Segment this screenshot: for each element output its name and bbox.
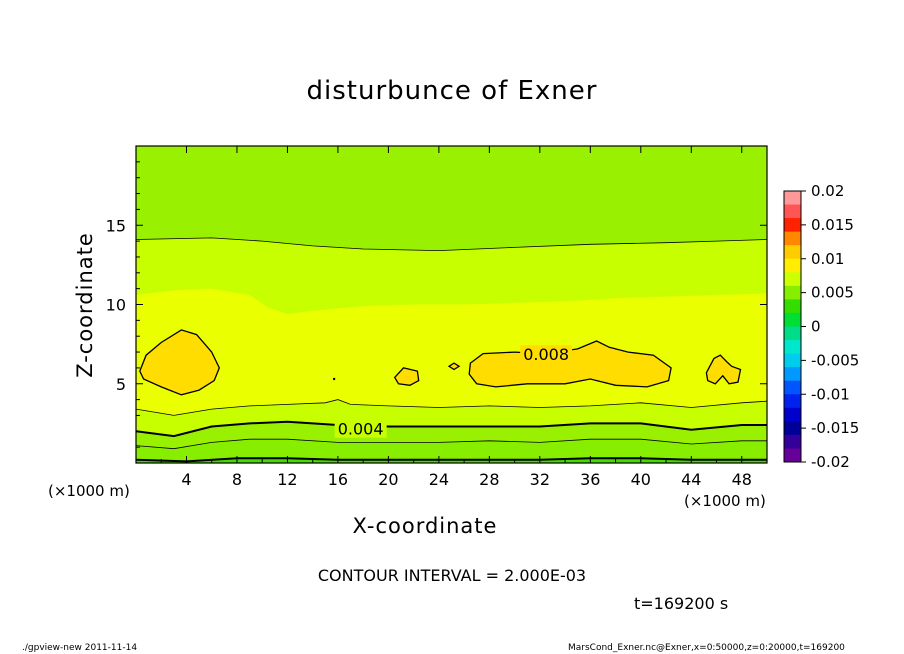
colorbar-label-0: 0 (811, 318, 821, 336)
y-axis: 5 10 15 (106, 161, 767, 448)
colorbar: 0.02 0.015 0.01 0.005 0 -0.005 -0.01 -0.015 -0.0… (783, 182, 859, 471)
footer-left: ./gpview-new 2011-11-14 (22, 643, 138, 653)
y-tick-label-10: 10 (106, 296, 126, 315)
contour-interval: CONTOUR INTERVAL = 2.000E-03 (317, 566, 587, 585)
colorbar-swatch (784, 204, 801, 219)
contour-line-0.004-upper (136, 237, 767, 252)
colorbar-swatch (784, 326, 801, 341)
x-tick-label-8: 8 (232, 470, 242, 489)
x-tick-label-32: 32 (530, 470, 550, 489)
colorbar-swatch (784, 258, 801, 273)
colorbar-label-0.015: 0.015 (811, 216, 854, 234)
colorbar-swatch (784, 245, 801, 260)
colorbar-swatch (784, 231, 801, 246)
x-tick-label-40: 40 (631, 470, 651, 489)
contour-0.008-region (447, 362, 461, 371)
colorbar-swatch (784, 353, 801, 368)
x-tick-label-28: 28 (479, 470, 499, 489)
chart-title: disturbunce of Exner (306, 76, 598, 106)
colorbar-swatch (784, 191, 801, 206)
contour-0.008-region (705, 354, 742, 385)
band-lower-0.000 (136, 439, 767, 463)
y-tick-label-5: 5 (116, 375, 126, 394)
x-tick-label-24: 24 (429, 470, 449, 489)
x-tick-label-20: 20 (378, 470, 398, 489)
x-axis: 4 8 12 16 20 24 28 32 36 40 44 48 (160, 146, 752, 489)
x-tick-label-36: 36 (580, 470, 600, 489)
colorbar-label--0.015: -0.015 (811, 419, 859, 437)
colorbar-label-0.005: 0.005 (811, 284, 854, 302)
contour-line-0.002-lower (136, 438, 767, 450)
contour-line-0.006-lower (136, 399, 767, 416)
colorbar-swatch (784, 421, 801, 436)
contour-0.008-region (139, 329, 221, 396)
contour-0.008-region (393, 367, 420, 386)
colorbar-swatch (784, 380, 801, 395)
x-axis-label: X-coordinate (352, 514, 498, 538)
footer-right: MarsCond_Exner.nc@Exner,x=0:50000,z=0:20… (568, 643, 845, 653)
x-tick-label-16: 16 (328, 470, 348, 489)
colorbar-swatch (784, 312, 801, 327)
contour-0.008-speck (332, 377, 336, 381)
contour-label-bg (334, 419, 387, 438)
colorbar-label--0.01: -0.01 (811, 385, 850, 403)
colorbar-label-0.01: 0.01 (811, 250, 844, 268)
y-axis-label: Z-coordinate (73, 232, 97, 378)
colorbar-label--0.02: -0.02 (811, 453, 850, 471)
plot-area: 0.008 0.004 (136, 146, 767, 463)
x-tick-label-4: 4 (181, 470, 191, 489)
colorbar-swatch (784, 218, 801, 233)
colorbar-swatch (784, 407, 801, 422)
x-unit-label-left: (×1000 m) (48, 482, 130, 500)
contour-label-0.004: 0.004 (338, 420, 384, 439)
colorbar-swatch (784, 272, 801, 287)
colorbar-swatch (784, 299, 801, 314)
time-stamp: t=169200 s (634, 594, 729, 613)
colorbar-swatch (784, 367, 801, 382)
colorbar-swatch (784, 448, 801, 463)
x-tick-label-48: 48 (732, 470, 752, 489)
colorbar-label-0.02: 0.02 (811, 182, 844, 200)
colorbar-swatch (784, 340, 801, 355)
colorbar-swatch (784, 285, 801, 300)
y-tick-label-15: 15 (106, 216, 126, 235)
contour-label-0.008: 0.008 (523, 345, 569, 364)
colorbar-label--0.005: -0.005 (811, 351, 859, 369)
contour-line-0.004-lower (136, 420, 767, 438)
contour-label-bg (520, 345, 573, 364)
x-unit-label-right: (×1000 m) (684, 492, 766, 510)
x-tick-label-44: 44 (681, 470, 701, 489)
colorbar-swatch (784, 394, 801, 409)
colorbar-swatch (784, 434, 801, 449)
x-tick-label-12: 12 (277, 470, 297, 489)
